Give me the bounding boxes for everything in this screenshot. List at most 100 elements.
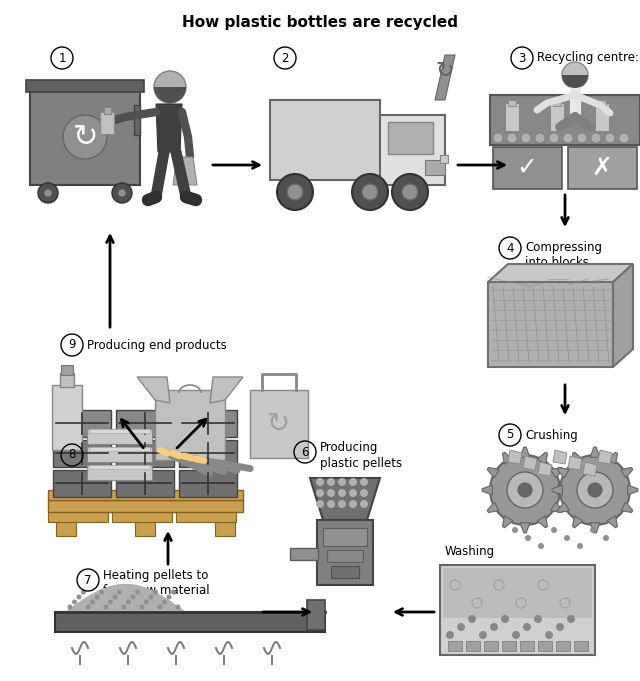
Polygon shape	[552, 485, 563, 495]
Circle shape	[327, 489, 335, 497]
FancyBboxPatch shape	[179, 440, 237, 467]
FancyBboxPatch shape	[100, 112, 114, 134]
Text: ↻: ↻	[72, 123, 98, 151]
Circle shape	[162, 599, 167, 605]
Circle shape	[95, 595, 99, 599]
Circle shape	[316, 500, 324, 508]
Polygon shape	[628, 485, 638, 495]
Circle shape	[392, 174, 428, 210]
Circle shape	[86, 605, 90, 609]
Circle shape	[563, 133, 573, 143]
Circle shape	[349, 478, 357, 486]
Circle shape	[44, 189, 52, 197]
Circle shape	[131, 595, 136, 599]
Circle shape	[507, 472, 543, 508]
FancyBboxPatch shape	[598, 100, 606, 106]
Circle shape	[360, 489, 368, 497]
Text: form raw material: form raw material	[103, 584, 210, 597]
Text: plastic pellets: plastic pellets	[320, 456, 402, 469]
Circle shape	[605, 133, 615, 143]
FancyBboxPatch shape	[53, 440, 111, 467]
Circle shape	[493, 133, 503, 143]
Circle shape	[316, 489, 324, 497]
Circle shape	[551, 527, 557, 533]
Circle shape	[512, 631, 520, 639]
Polygon shape	[520, 522, 530, 533]
Polygon shape	[573, 516, 583, 528]
Circle shape	[153, 590, 158, 595]
Text: Producing end products: Producing end products	[87, 338, 227, 351]
Polygon shape	[557, 502, 569, 513]
Circle shape	[90, 599, 95, 605]
Polygon shape	[621, 468, 633, 478]
Circle shape	[349, 500, 357, 508]
Text: 5: 5	[506, 428, 514, 441]
Circle shape	[327, 478, 335, 486]
Circle shape	[112, 183, 132, 203]
Circle shape	[562, 62, 588, 88]
Circle shape	[603, 535, 609, 541]
Polygon shape	[502, 452, 513, 464]
FancyBboxPatch shape	[61, 365, 73, 375]
FancyBboxPatch shape	[520, 641, 534, 651]
FancyBboxPatch shape	[508, 100, 516, 106]
Polygon shape	[435, 55, 455, 100]
Circle shape	[338, 478, 346, 486]
Text: 6: 6	[301, 445, 308, 458]
Text: Raw material: Raw material	[87, 449, 165, 462]
Circle shape	[577, 133, 587, 143]
Polygon shape	[557, 485, 568, 495]
Text: ↻: ↻	[268, 410, 291, 438]
Circle shape	[166, 595, 172, 599]
FancyBboxPatch shape	[493, 147, 562, 189]
Circle shape	[521, 133, 531, 143]
Circle shape	[619, 133, 629, 143]
Text: 1: 1	[58, 52, 66, 65]
Circle shape	[590, 527, 596, 533]
Circle shape	[122, 605, 127, 609]
FancyBboxPatch shape	[574, 641, 588, 651]
Circle shape	[518, 483, 532, 497]
Circle shape	[77, 595, 81, 599]
Circle shape	[171, 590, 176, 595]
Circle shape	[538, 543, 544, 549]
FancyBboxPatch shape	[60, 373, 74, 387]
FancyBboxPatch shape	[331, 566, 359, 578]
FancyBboxPatch shape	[505, 103, 519, 131]
Polygon shape	[173, 157, 197, 185]
FancyBboxPatch shape	[53, 470, 111, 497]
Text: 4: 4	[506, 242, 514, 255]
FancyBboxPatch shape	[466, 641, 480, 651]
FancyBboxPatch shape	[48, 512, 108, 522]
FancyBboxPatch shape	[568, 147, 637, 189]
FancyBboxPatch shape	[53, 410, 111, 437]
Circle shape	[327, 500, 335, 508]
Circle shape	[577, 472, 613, 508]
Circle shape	[113, 595, 118, 599]
FancyBboxPatch shape	[270, 100, 380, 180]
FancyBboxPatch shape	[26, 80, 144, 92]
Text: Producing: Producing	[320, 441, 378, 454]
FancyBboxPatch shape	[89, 447, 150, 451]
Circle shape	[117, 590, 122, 595]
Polygon shape	[482, 485, 492, 495]
Text: How plastic bottles are recycled: How plastic bottles are recycled	[182, 14, 458, 29]
Circle shape	[72, 599, 77, 605]
Polygon shape	[537, 452, 547, 464]
FancyBboxPatch shape	[553, 100, 561, 106]
Text: Compressing: Compressing	[525, 242, 602, 255]
FancyBboxPatch shape	[89, 429, 150, 433]
Text: 7: 7	[84, 573, 92, 586]
FancyBboxPatch shape	[380, 115, 445, 185]
Circle shape	[479, 631, 487, 639]
FancyBboxPatch shape	[550, 103, 564, 131]
Circle shape	[175, 605, 180, 609]
FancyBboxPatch shape	[134, 105, 140, 135]
Circle shape	[446, 631, 454, 639]
Text: Heating pellets to: Heating pellets to	[103, 569, 209, 582]
FancyBboxPatch shape	[116, 470, 174, 497]
Circle shape	[525, 535, 531, 541]
Polygon shape	[551, 502, 563, 513]
Polygon shape	[523, 456, 537, 470]
Text: ↻: ↻	[436, 60, 454, 80]
